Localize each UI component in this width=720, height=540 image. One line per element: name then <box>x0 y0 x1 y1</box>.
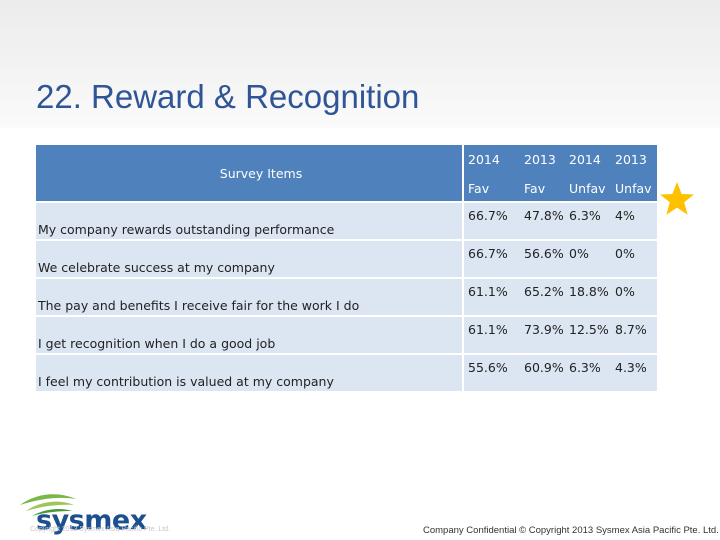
column-type: Unfav <box>615 181 652 196</box>
table-row: My company rewards outstanding performan… <box>36 201 657 240</box>
logo-faint-text: Copyright 2013 Sysmex Asia Pacific Pte. … <box>30 526 171 533</box>
table-row: The pay and benefits I receive fair for … <box>36 277 657 316</box>
slide-title: 22. Reward & Recognition <box>36 78 420 115</box>
column-year: 2014 <box>468 152 500 167</box>
survey-item: My company rewards outstanding performan… <box>36 201 463 240</box>
survey-items-header: Survey Items <box>36 145 463 202</box>
value-cell: 60.9% <box>520 353 565 391</box>
value-cell: 61.1% <box>462 277 520 316</box>
value-cell: 18.8% <box>565 277 611 316</box>
survey-item: I get recognition when I do a good job <box>36 315 463 354</box>
table-row: I feel my contribution is valued at my c… <box>36 353 657 391</box>
value-cell: 0% <box>611 277 657 316</box>
value-cell: 66.7% <box>462 239 520 278</box>
value-cell: 12.5% <box>565 315 611 354</box>
value-cell: 6.3% <box>565 201 611 240</box>
column-year: 2014 <box>569 152 601 167</box>
column-header: 2013 Unfav <box>611 145 657 202</box>
column-header: 2013 Fav <box>520 145 565 202</box>
value-cell: 66.7% <box>462 201 520 240</box>
column-header: 2014 Fav <box>462 145 520 202</box>
footer-copyright: Company Confidential © Copyright 2013 Sy… <box>423 525 719 536</box>
sysmex-logo <box>20 494 76 516</box>
value-cell: 47.8% <box>520 201 565 240</box>
value-cell: 4.3% <box>611 353 657 391</box>
column-type: Fav <box>524 181 546 196</box>
column-type: Fav <box>468 181 490 196</box>
value-cell: 8.7% <box>611 315 657 354</box>
value-cell: 6.3% <box>565 353 611 391</box>
survey-item: The pay and benefits I receive fair for … <box>36 277 463 316</box>
value-cell: 73.9% <box>520 315 565 354</box>
survey-table: Survey Items 2014 Fav 2013 Fav 2014 Unfa… <box>36 145 657 391</box>
logo-mark-icon <box>20 494 76 516</box>
value-cell: 0% <box>611 239 657 278</box>
survey-item: We celebrate success at my company <box>36 239 463 278</box>
column-type: Unfav <box>569 181 606 196</box>
column-header: 2014 Unfav <box>565 145 611 202</box>
value-cell: 0% <box>565 239 611 278</box>
column-year: 2013 <box>615 152 647 167</box>
title-band <box>0 0 720 128</box>
table-header-row: Survey Items 2014 Fav 2013 Fav 2014 Unfa… <box>36 145 657 202</box>
column-year: 2013 <box>524 152 556 167</box>
logo-wordmark: sysmex <box>36 505 147 536</box>
value-cell: 4% <box>611 201 657 240</box>
table-row: We celebrate success at my company 66.7%… <box>36 239 657 278</box>
value-cell: 65.2% <box>520 277 565 316</box>
survey-item: I feel my contribution is valued at my c… <box>36 353 463 391</box>
value-cell: 56.6% <box>520 239 565 278</box>
value-cell: 55.6% <box>462 353 520 391</box>
table-row: I get recognition when I do a good job 6… <box>36 315 657 354</box>
value-cell: 61.1% <box>462 315 520 354</box>
star-icon <box>660 182 694 215</box>
